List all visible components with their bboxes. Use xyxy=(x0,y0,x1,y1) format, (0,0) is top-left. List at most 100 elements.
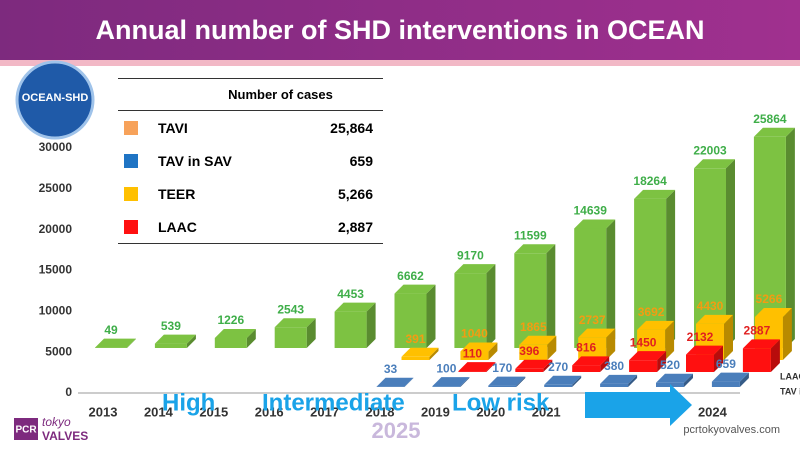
bar-side xyxy=(628,374,638,387)
bar-top xyxy=(334,302,376,312)
x-tick-label: 2024 xyxy=(698,404,728,419)
x-tick-label: 2019 xyxy=(421,404,450,419)
cell: 2,887 xyxy=(337,218,373,235)
swatch xyxy=(124,186,138,201)
bar-top xyxy=(488,376,526,386)
bar xyxy=(629,360,658,372)
bar-side xyxy=(785,127,795,348)
swatch xyxy=(124,153,138,168)
swatch xyxy=(124,120,138,135)
table-row: TAV in SAV 659 xyxy=(118,144,383,177)
bar xyxy=(686,354,714,372)
bar-side xyxy=(306,318,316,348)
bar-top xyxy=(634,189,676,199)
bar-side xyxy=(606,219,616,348)
bar xyxy=(214,337,247,348)
bar-top xyxy=(95,338,136,348)
y-tick-label: 30000 xyxy=(39,140,73,154)
table-header: Number of cases xyxy=(118,79,383,111)
table-row: LAAC 2,887 xyxy=(118,210,383,243)
bar xyxy=(454,273,487,348)
bar-side xyxy=(429,347,439,360)
bar-top xyxy=(572,356,610,366)
annotation: Low risk xyxy=(452,389,550,416)
data-label: 520 xyxy=(660,358,680,372)
bar-top xyxy=(432,377,470,387)
bar-top xyxy=(154,334,196,344)
x-tick-label: 2018 xyxy=(366,404,395,419)
bar-side xyxy=(782,307,792,360)
data-label: 33 xyxy=(384,362,398,376)
bar-side xyxy=(666,189,676,348)
y-tick-label: 15000 xyxy=(39,263,73,277)
bar-side xyxy=(600,356,610,372)
bar xyxy=(432,386,461,387)
bar-side xyxy=(724,314,733,360)
data-label: 18264 xyxy=(633,174,667,188)
bar-top xyxy=(394,284,436,294)
bar-top xyxy=(214,328,256,338)
arrow xyxy=(585,384,692,426)
data-label: 49 xyxy=(104,323,118,337)
bar-top xyxy=(454,264,496,274)
data-label: 11599 xyxy=(514,228,547,242)
bar xyxy=(572,365,601,372)
bar-side xyxy=(246,328,256,348)
bar-side xyxy=(460,377,470,387)
y-tick-label: 20000 xyxy=(39,222,73,236)
y-tick-label: 5000 xyxy=(45,344,72,358)
bar-side xyxy=(486,264,496,348)
x-tick-label: 2020 xyxy=(476,404,505,419)
bar-top xyxy=(656,373,693,383)
bar-side xyxy=(404,377,414,387)
bar xyxy=(274,327,307,348)
bar-top xyxy=(458,362,496,372)
data-label: 3692 xyxy=(638,305,665,319)
data-label: 1450 xyxy=(630,335,657,349)
bar xyxy=(458,371,487,372)
swatch xyxy=(124,219,138,234)
bar-side xyxy=(606,328,616,360)
bar-top xyxy=(544,375,582,385)
table-row: TAVI 25,864 xyxy=(118,111,383,144)
bar-side xyxy=(657,351,667,372)
data-label: 2737 xyxy=(579,313,606,327)
bar xyxy=(394,293,427,348)
data-label: 1865 xyxy=(520,320,547,334)
bar-side xyxy=(366,302,376,348)
x-tick-label: 2016 xyxy=(255,404,284,419)
bar-top xyxy=(694,159,735,169)
bar-side xyxy=(127,338,136,348)
data-label: 25864 xyxy=(753,112,787,126)
bar-side xyxy=(516,376,526,387)
bar-top xyxy=(460,342,498,352)
data-label: 539 xyxy=(161,319,181,333)
bar xyxy=(742,348,771,372)
data-label: 391 xyxy=(405,332,425,346)
y-tick-label: 0 xyxy=(65,385,72,399)
bar-side xyxy=(770,339,780,372)
bar xyxy=(574,228,607,348)
bar-top xyxy=(754,307,792,317)
bar xyxy=(711,381,740,387)
bar-top xyxy=(515,359,553,369)
data-label: 380 xyxy=(604,359,624,373)
bar-side xyxy=(714,345,723,372)
bar-side xyxy=(726,159,735,348)
data-label: 396 xyxy=(519,344,539,358)
data-label: 1040 xyxy=(461,327,488,341)
x-tick-label: 2014 xyxy=(144,404,174,419)
row-label: LAAC xyxy=(780,371,800,381)
bar xyxy=(334,311,367,348)
chart-title: Annual number of SHD interventions in OC… xyxy=(95,15,704,45)
cell: 5,266 xyxy=(337,185,373,202)
data-label: 1226 xyxy=(217,313,244,327)
bar-top xyxy=(686,345,723,355)
data-label: 2132 xyxy=(687,330,714,344)
bar xyxy=(401,356,430,360)
bar-top xyxy=(696,314,733,324)
data-label: 100 xyxy=(436,361,456,375)
pcr-logo: PCR xyxy=(15,425,37,436)
bar xyxy=(519,344,548,360)
